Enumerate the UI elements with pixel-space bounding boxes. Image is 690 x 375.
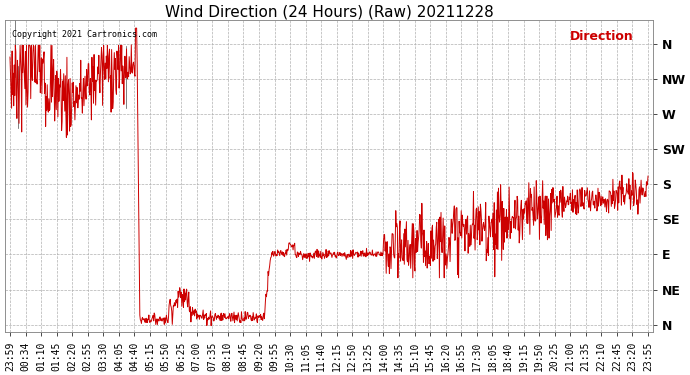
Text: Direction: Direction [569, 30, 633, 43]
Text: Copyright 2021 Cartronics.com: Copyright 2021 Cartronics.com [12, 30, 157, 39]
Title: Wind Direction (24 Hours) (Raw) 20211228: Wind Direction (24 Hours) (Raw) 20211228 [165, 4, 493, 19]
